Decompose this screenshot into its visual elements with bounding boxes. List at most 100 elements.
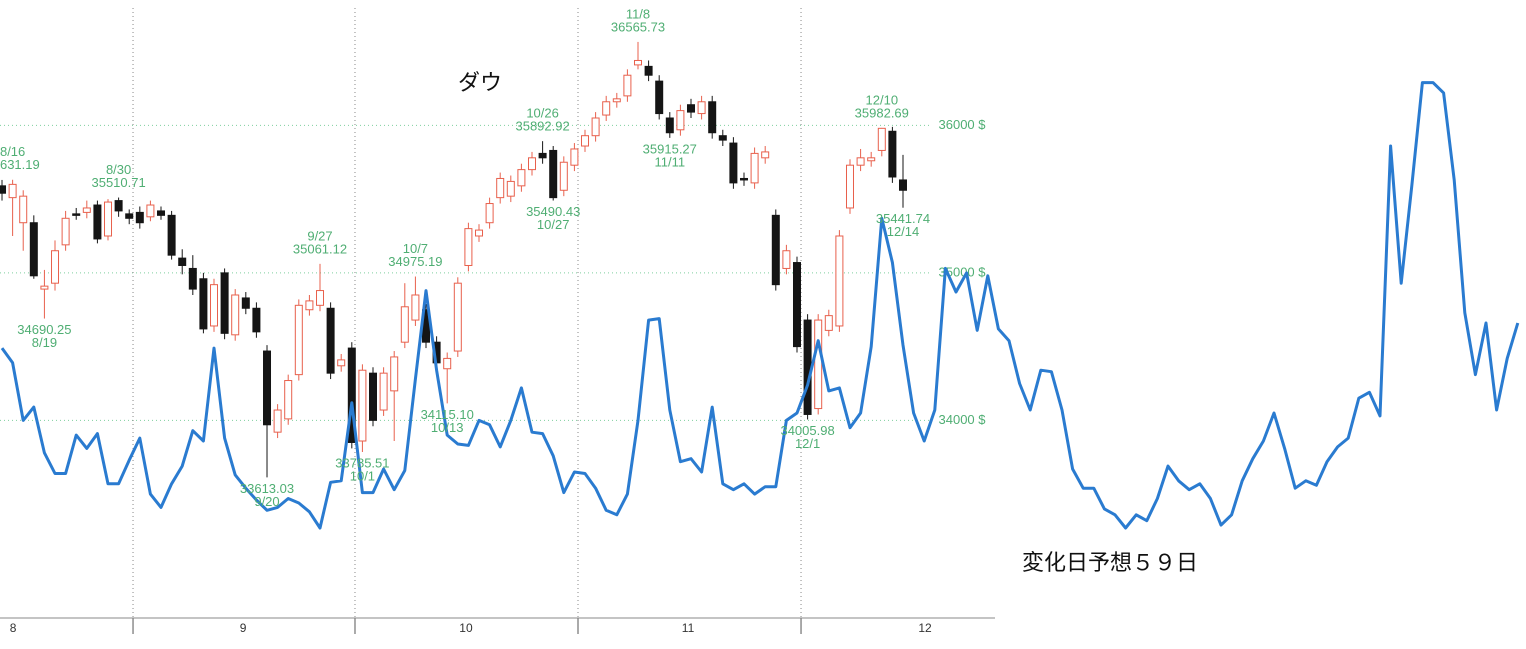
candle-body [178, 257, 187, 266]
candle-body [252, 307, 261, 333]
label-value: 35982.69 [855, 105, 909, 120]
candle-body [867, 157, 876, 162]
label-value: 33613.03 [240, 481, 294, 496]
label-date: 10/13 [431, 420, 464, 435]
candle-body [326, 307, 335, 374]
y-tick-label: 36000 $ [939, 117, 987, 132]
candle-body [19, 195, 28, 224]
candle-body [453, 282, 462, 352]
candle-body [485, 203, 494, 224]
y-tick-label: 34000 $ [939, 412, 987, 427]
candle-body [284, 380, 293, 420]
candle-body [718, 135, 727, 141]
label-date: 10/7 [403, 241, 428, 256]
candle-body [845, 164, 854, 209]
candle-body [390, 356, 399, 392]
candle-body [411, 294, 420, 321]
candle-body [655, 80, 664, 115]
candle-body [517, 169, 526, 187]
candle-body [612, 98, 621, 103]
candle-body [729, 142, 738, 184]
label-value: 33785.51 [335, 455, 389, 470]
candle-body [782, 250, 791, 269]
candle-body [771, 214, 780, 286]
candle-body [347, 347, 356, 443]
candle-body [506, 180, 515, 197]
candle-body [273, 409, 282, 433]
label-value: 34690.25 [17, 322, 71, 337]
x-tick-label: 8 [10, 621, 17, 635]
candle-body [750, 152, 759, 184]
candle-body [29, 222, 38, 277]
label-value: 35490.43 [526, 204, 580, 219]
candle-body [220, 272, 229, 334]
candle-body [93, 204, 102, 240]
candle-body [475, 229, 484, 237]
label-value: 34115.10 [421, 407, 474, 422]
candle-body [210, 284, 219, 327]
candle-body [803, 319, 812, 415]
label-date: 10/1 [350, 468, 375, 483]
label-value: 35915.27 [643, 141, 697, 156]
candle-body [814, 319, 823, 410]
candle-body [877, 127, 886, 151]
label-value: 36565.73 [611, 19, 665, 34]
candle-body [898, 179, 907, 191]
label-date: 8/16 [0, 144, 25, 159]
label-date: 10/27 [537, 217, 570, 232]
candle-body [538, 152, 547, 159]
candle-body [114, 200, 123, 212]
x-tick-label: 10 [459, 621, 473, 635]
candle-body [623, 74, 632, 97]
candle-body [379, 372, 388, 411]
candle-body [61, 217, 70, 246]
candle-body [369, 372, 378, 421]
label-date: 11/8 [626, 6, 650, 21]
x-tick-label: 9 [240, 621, 247, 635]
candle-body [8, 183, 17, 199]
label-value: 34975.19 [388, 254, 442, 269]
candle-body [792, 262, 801, 348]
candle-body [644, 65, 653, 76]
candle-body [665, 117, 674, 134]
label-date: 8/30 [106, 162, 131, 177]
label-date: 9/20 [254, 494, 279, 509]
candle-body [464, 228, 473, 266]
candle-body [443, 357, 452, 370]
x-tick-label: 11 [682, 621, 695, 635]
candle-body [570, 148, 579, 166]
label-date: 12/10 [866, 92, 899, 107]
candle-body [167, 214, 176, 256]
forecast-line [0, 81, 1520, 530]
label-date: 12/1 [795, 436, 820, 451]
label-value: 35892.92 [515, 119, 569, 134]
label-date: 9/27 [307, 228, 332, 243]
candle-body [856, 157, 865, 166]
candle-body [697, 101, 706, 115]
candle-body [676, 110, 685, 131]
candle-body [358, 369, 367, 442]
candle-body [591, 117, 600, 137]
candle-body [135, 211, 144, 224]
candle-body [241, 297, 250, 309]
candle-body [835, 235, 844, 327]
candle-body [528, 157, 537, 171]
candle-body [231, 294, 240, 336]
candle-body [51, 250, 60, 284]
candle-body [602, 101, 611, 116]
candle-body [496, 177, 505, 199]
candle-body [888, 130, 897, 178]
label-value: 35631.19 [0, 157, 40, 172]
candle-body [686, 104, 695, 113]
y-tick-label: 35000 $ [939, 264, 987, 279]
label-value: 34005.98 [780, 423, 834, 438]
candle-body [157, 210, 166, 216]
candle-body [337, 359, 346, 367]
candle-body [633, 59, 642, 66]
candle-body [104, 201, 113, 237]
candle-body [0, 185, 7, 194]
candle-body [581, 135, 590, 147]
candle-body [125, 213, 134, 219]
